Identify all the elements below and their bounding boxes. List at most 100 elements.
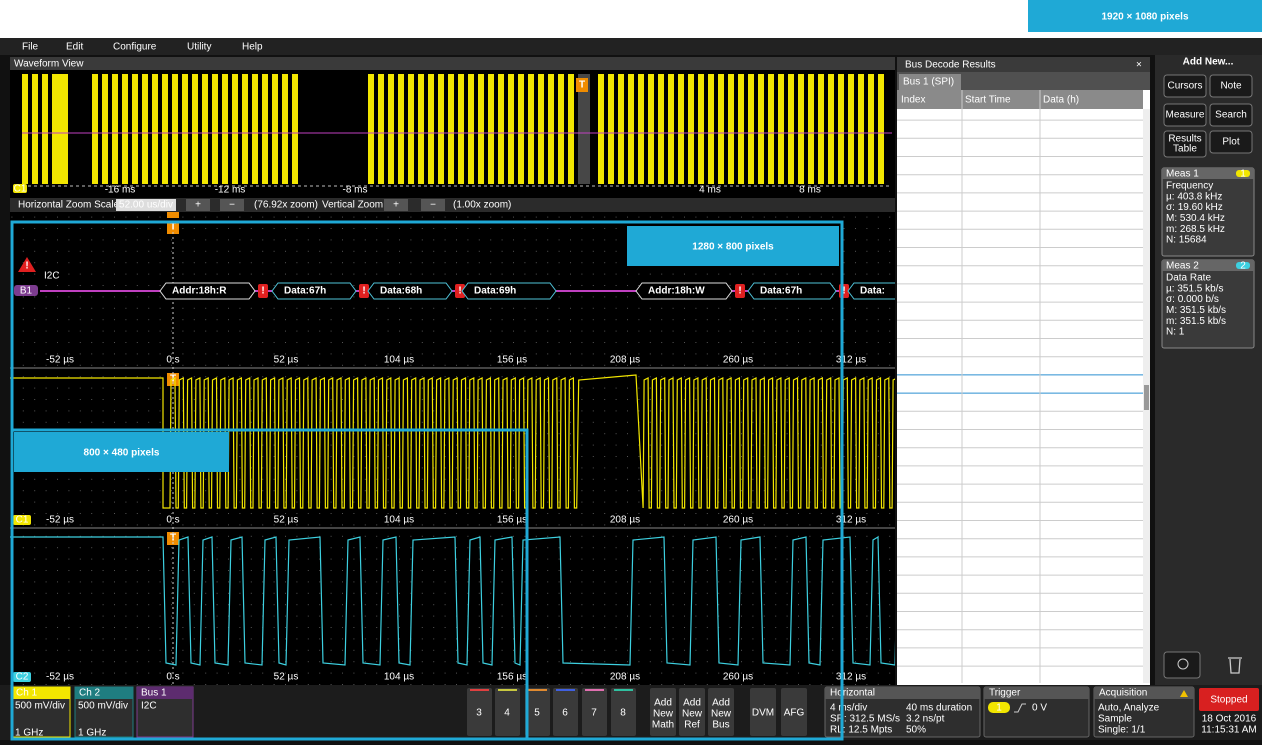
meas-title: Meas 2 [1166,261,1199,272]
table-cell: 4.968492ms [965,561,1020,572]
add-button-label: New [653,709,674,720]
meas-line: N: 1 [1166,327,1185,338]
table-cell: E9 [1043,597,1056,608]
channel-button-label: 8 [620,708,626,719]
overview-pulse [202,74,208,184]
add-button-label: New [682,709,703,720]
sidebar-button[interactable] [1163,103,1207,127]
run-stop-button[interactable] [1199,688,1259,711]
sidebar-button-label: Table [1173,144,1197,155]
table-cell: 216 [901,633,918,644]
bus-box-header [137,687,193,699]
scrollbar-thumb[interactable] [1144,385,1149,410]
time-label: 52 µs [274,515,299,526]
status-title: Horizontal [830,688,875,699]
channel-button[interactable] [582,688,607,736]
decode-packet [847,282,895,300]
zoom-button[interactable] [186,199,210,211]
add-button[interactable] [650,688,676,736]
sidebar-button[interactable] [1209,130,1253,154]
overview-pulse [628,74,634,184]
table-cell: 460.1874µs [965,397,1017,408]
add-button[interactable] [708,688,734,736]
channel-button[interactable] [553,688,578,736]
time-label: 312 µs [836,355,866,366]
tool-button[interactable] [750,688,776,736]
table-cell: 198 [901,306,918,317]
table-cell: 210 [901,524,918,535]
warning-icon [18,257,36,272]
warning-mark: ! [25,261,28,272]
table-cell: -541.6683µs [965,360,1021,371]
channel-badge [13,515,31,525]
table-cell: 188 [901,124,918,135]
resolution-label: 800 × 480 pixels [84,448,160,459]
overview-pulse [458,74,464,184]
sidebar-title: Add New... [1183,57,1234,68]
table-cell: 204 [901,415,918,426]
zoom-value-box[interactable] [116,199,176,211]
overview-pulse [518,74,524,184]
channel-button[interactable] [525,688,550,736]
overview-pulse [468,74,474,184]
table-cell: A0 [1043,251,1056,262]
table-cell: -40.74011µs [965,379,1020,390]
meas-badge [1236,262,1250,269]
decode-packet [461,282,557,300]
channel-button[interactable] [611,688,636,736]
channel-button[interactable] [467,688,492,736]
sidebar-button[interactable] [1163,74,1207,98]
sidebar-button-label: Note [1220,81,1242,92]
overview-pulse [678,74,684,184]
table-cell: 211 [901,542,917,553]
tool-button[interactable] [781,688,807,736]
zoom-button[interactable] [384,199,408,211]
column-header: Data (h) [1043,95,1079,106]
zoom-button-label: + [393,200,399,211]
table-cell: 7.477964ms [965,652,1020,663]
time-label: -12 ms [215,185,246,196]
sidebar [1155,55,1262,685]
overview-pulse [368,74,374,184]
time-label: 0 s [166,355,179,366]
table-cell: 208 [901,488,918,499]
add-button[interactable] [679,688,705,736]
channel-button-label: 5 [534,708,540,719]
table-cell: F6 [1043,561,1055,572]
resolution-label-box [1028,0,1262,32]
sidebar-button-label: Cursors [1167,81,1202,92]
overview-pulse [658,74,664,184]
table-cell: 215 [901,615,918,626]
tab-label: Bus 1 (SPI) [903,77,954,88]
sidebar-button[interactable] [1209,103,1253,127]
sidebar-button[interactable] [1163,130,1207,158]
table-cell: 209 [901,506,918,517]
channel-button[interactable] [495,688,520,736]
table-cell: 212 [901,561,918,572]
resolution-label: 1920 × 1080 pixels [1101,12,1188,23]
trigger-marker [167,221,179,234]
column-header: Start Time [965,95,1011,106]
overview-pulse [608,74,614,184]
waveform-view-titlebar [10,57,895,70]
meas-line: M: 351.5 kb/s [1166,305,1226,316]
meas-badge-label: 1 [1240,169,1246,180]
decode-packet [271,282,357,300]
overview-pulse [798,74,804,184]
overview-pulse [808,74,814,184]
overview-pulse [122,74,128,184]
table-cell: C4 [1043,670,1056,681]
zoom-button[interactable] [220,199,244,211]
channel-label: C1 [14,184,27,195]
add-button-label: Add [654,698,672,709]
tab[interactable] [899,74,961,90]
zoom-level: (76.92x zoom) [254,200,318,211]
zoom-tool[interactable] [1163,651,1201,679]
sidebar-button[interactable] [1209,74,1253,98]
zoom-button[interactable] [421,199,445,211]
table-cell: 214 [901,597,918,608]
table-cell: 3.966699ms [965,524,1020,535]
time-label: 156 µs [497,355,527,366]
time-label: -16 ms [105,185,136,196]
